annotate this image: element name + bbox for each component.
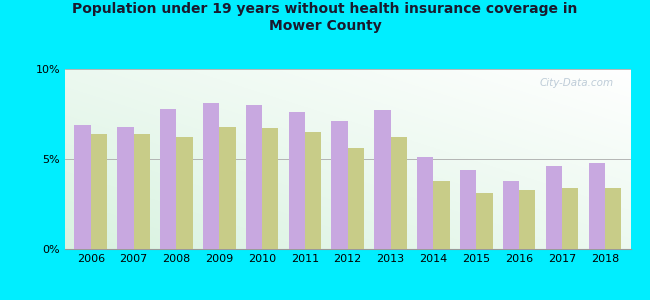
Bar	[588, 163, 604, 249]
Bar	[203, 103, 219, 249]
Text: City-Data.com: City-Data.com	[540, 78, 614, 88]
Bar	[246, 105, 262, 249]
Bar	[348, 148, 364, 249]
Bar	[519, 190, 536, 249]
Bar	[562, 188, 578, 249]
Bar	[219, 127, 235, 249]
Bar	[305, 132, 321, 249]
Bar	[604, 188, 621, 249]
Bar	[460, 170, 476, 249]
Bar	[434, 181, 450, 249]
Bar	[117, 127, 133, 249]
Bar	[74, 125, 91, 249]
Bar	[160, 109, 176, 249]
Bar	[503, 181, 519, 249]
Bar	[289, 112, 305, 249]
Bar	[133, 134, 150, 249]
Bar	[417, 157, 434, 249]
Bar	[546, 166, 562, 249]
Bar	[91, 134, 107, 249]
Bar	[476, 193, 493, 249]
Text: Population under 19 years without health insurance coverage in
Mower County: Population under 19 years without health…	[72, 2, 578, 33]
Bar	[332, 121, 348, 249]
Bar	[391, 137, 407, 249]
Bar	[262, 128, 278, 249]
Bar	[374, 110, 391, 249]
Bar	[176, 137, 192, 249]
